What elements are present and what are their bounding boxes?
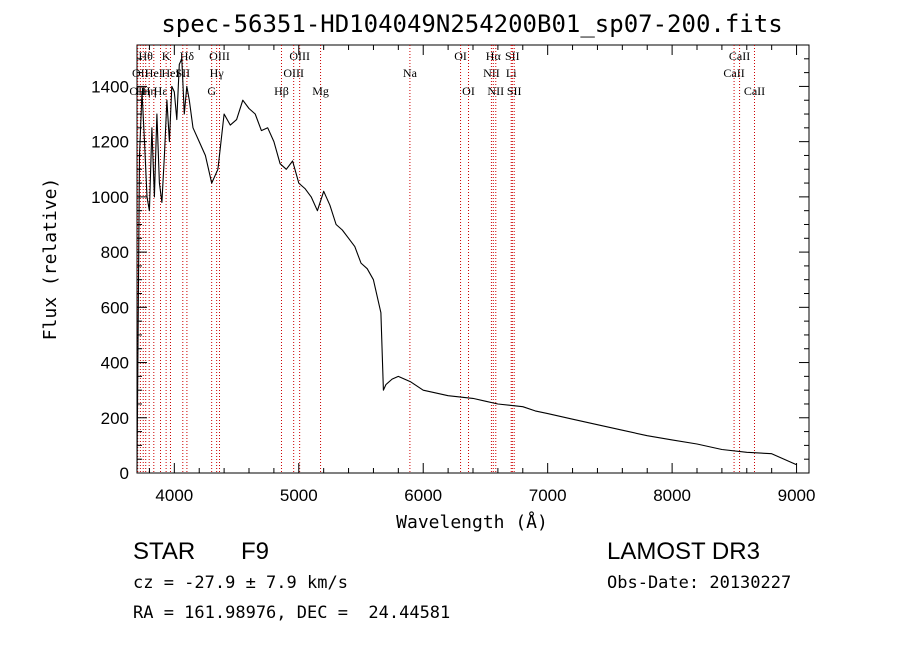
spectrum-series-layer [136,58,797,471]
x-axis-ticks: 4000 5000 6000 7000 8000 9000 [148,45,816,505]
y-axis-ticks: 0 200 400 600 800 1000 1200 1400 [91,58,809,483]
series-line-0 [136,58,797,471]
x-tick-label-2: 6000 [404,486,442,505]
line-label-22: Hα [486,49,502,63]
plot-border [136,44,810,474]
line-label-16: OIII [289,49,310,63]
line-label-26: SII [507,84,522,98]
object-subclass: F9 [241,538,270,565]
line-label-25: SII [505,49,520,63]
line-label-17: Mg [312,84,329,98]
x-tick-label-1: 5000 [280,486,318,505]
y-tick-label-7: 1400 [91,77,129,96]
line-label-5: HeI [145,66,163,80]
line-label-23: NII [487,84,504,98]
line-label-15: OIII [283,66,304,80]
spectral-line-markers: OIIOIIHηHθHηHeIHεKHeIHδSIIGHγOIIIHβOIIIO… [129,45,765,473]
x-tick-label-0: 4000 [155,486,193,505]
plot-frame [136,44,810,474]
line-label-21: NII [483,66,500,80]
line-label-18: Na [403,66,418,80]
y-tick-label-3: 600 [101,298,129,317]
coordinates-text: RA = 161.98976, DEC = 24.44581 [133,603,451,623]
line-label-14: Hβ [274,84,289,98]
obs-date-text: Obs-Date: 20130227 [607,573,792,593]
y-tick-label-0: 0 [120,464,129,483]
x-tick-label-3: 7000 [529,486,567,505]
survey-name: LAMOST DR3 [607,538,760,565]
object-class: STAR [133,538,196,565]
line-label-28: CaII [729,49,750,63]
line-label-6: Hε [154,84,168,98]
line-label-24: Li [506,66,517,80]
line-label-11: G [207,84,216,98]
line-label-27: CaII [723,66,744,80]
line-label-4: Hη [142,84,157,98]
line-label-13: OIII [209,49,230,63]
line-label-3: Hθ [139,49,154,63]
redshift-text: cz = -27.9 ± 7.9 km/s [133,573,348,593]
x-axis-label: Wavelength (Å) [396,511,548,533]
y-tick-label-4: 800 [101,243,129,262]
y-tick-label-6: 1200 [91,133,129,152]
line-label-29: CaII [744,84,765,98]
chart-title: spec-56351-HD104049N254200B01_sp07-200.f… [161,10,782,38]
line-label-2: Hη [136,84,151,98]
line-label-9: Hδ [180,49,195,63]
x-tick-label-4: 8000 [653,486,691,505]
line-label-19: OI [454,49,467,63]
line-label-12: Hγ [210,66,225,80]
line-label-8: HeI [161,66,179,80]
y-tick-label-5: 1000 [91,188,129,207]
y-tick-label-1: 200 [101,409,129,428]
y-tick-label-2: 400 [101,354,129,373]
line-label-20: OI [462,84,475,98]
line-label-7: K [162,49,171,63]
y-axis-label: Flux (relative) [40,178,61,341]
x-tick-label-5: 9000 [778,486,816,505]
